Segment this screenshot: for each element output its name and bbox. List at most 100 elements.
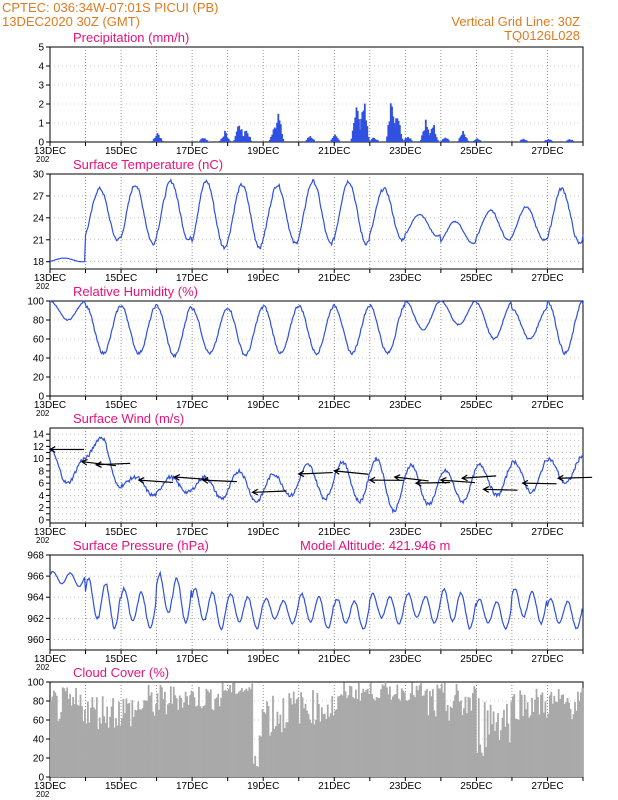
- precip-bar: [440, 140, 443, 142]
- x-tick-label: 19DEC: [247, 273, 279, 284]
- y-tick-label: 968: [27, 551, 44, 562]
- cloud-bar: [440, 683, 443, 777]
- cloud-bar: [430, 696, 433, 777]
- cloud-bar: [232, 682, 234, 777]
- x-tick-label: 27DEC: [531, 273, 563, 284]
- cloud-bar: [270, 731, 273, 777]
- y-tick-label: 2: [38, 503, 44, 514]
- cloud-bar: [67, 698, 70, 777]
- cloud-bar: [580, 692, 582, 777]
- cloud-bar: [392, 696, 394, 777]
- precip-bar: [227, 138, 230, 142]
- precip-bar: [430, 128, 433, 142]
- wind-arrow-head: [48, 446, 56, 453]
- precip-bar: [160, 138, 163, 142]
- precip-bar: [204, 138, 206, 142]
- precip-bar: [220, 138, 223, 142]
- cloud-bar: [375, 696, 378, 777]
- wind-arrow-head: [137, 477, 145, 484]
- cloud-bar: [143, 700, 146, 777]
- cloud-bar: [198, 686, 200, 777]
- precip-bar: [472, 140, 475, 142]
- precip-bar: [387, 124, 390, 142]
- cloud-bar: [220, 697, 223, 777]
- precip-bar: [245, 130, 248, 142]
- cloud-bar: [78, 705, 80, 777]
- y-tick-label: 4: [38, 491, 44, 502]
- cloud-bar: [349, 685, 351, 777]
- wind-arrow-shaft: [394, 476, 429, 482]
- cloud-bar: [439, 689, 442, 777]
- cloud-bar: [166, 704, 169, 777]
- cloud-bar: [461, 715, 464, 777]
- x-tick-label: 21DEC: [318, 527, 350, 538]
- cloud-bar: [540, 694, 542, 777]
- panel-pres: [46, 554, 584, 654]
- cloud-bar: [334, 710, 337, 777]
- cloud-bar: [128, 702, 131, 777]
- cloud-bar: [165, 714, 168, 777]
- precip-bar: [278, 120, 281, 142]
- x-tick-label: 27DEC: [531, 781, 563, 792]
- precip-bar: [392, 129, 395, 142]
- cloud-bar: [57, 721, 60, 777]
- cloud-bar: [479, 744, 482, 777]
- year-label: 202: [36, 409, 50, 418]
- precip-bar: [409, 138, 412, 142]
- cloud-bar: [575, 710, 578, 777]
- precip-bar: [229, 140, 231, 142]
- cloud-bar: [289, 698, 292, 777]
- x-tick-label: 21DEC: [318, 400, 350, 411]
- cloud-bar: [405, 700, 408, 777]
- cloud-bar: [446, 704, 449, 777]
- cloud-bar: [337, 696, 340, 777]
- cloud-bar: [346, 698, 348, 777]
- cloud-bar: [415, 685, 418, 777]
- precip-bar: [201, 138, 204, 142]
- cloud-bar: [494, 730, 496, 777]
- precip-bar: [282, 138, 285, 142]
- x-tick-label: 25DEC: [460, 400, 492, 411]
- cloud-bar: [471, 693, 474, 777]
- cloud-bar: [528, 717, 530, 777]
- cloud-bar: [205, 688, 208, 777]
- precip-bar: [427, 139, 429, 142]
- cloud-bar: [132, 716, 135, 777]
- panel-precip: [46, 46, 584, 146]
- cloud-bar: [328, 716, 331, 777]
- wind-arrow-shaft: [96, 462, 131, 466]
- cloud-bar: [150, 692, 153, 777]
- precip-bar: [386, 136, 388, 142]
- x-tick-label: 19DEC: [247, 781, 279, 792]
- cloud-bar: [457, 690, 459, 777]
- cloud-bar: [252, 763, 255, 777]
- y-tick-label: 4: [38, 62, 44, 73]
- y-tick-label: 20: [33, 754, 45, 765]
- wind-arrow-head: [393, 474, 401, 481]
- y-tick-label: 0: [38, 138, 44, 149]
- cloud-bar: [168, 703, 171, 777]
- cloud-bar: [568, 702, 570, 777]
- precip-bar: [525, 140, 527, 142]
- cloud-bar: [357, 682, 360, 777]
- cloud-bar: [122, 698, 125, 777]
- cloud-bar: [437, 688, 440, 777]
- cloud-bar: [121, 718, 123, 777]
- cloud-bar: [560, 695, 563, 777]
- precip-bar: [226, 137, 229, 142]
- precip-bar: [221, 137, 224, 142]
- panel-rh: [46, 299, 584, 400]
- precip-bar: [445, 138, 448, 142]
- precip-bar: [410, 140, 413, 142]
- y-tick-label: 1: [38, 119, 44, 130]
- y-tick-label: 2: [38, 100, 44, 111]
- cloud-bar: [94, 709, 97, 777]
- precip-bar: [570, 140, 572, 142]
- precip-bar: [475, 139, 477, 142]
- y-tick-label: 30: [33, 170, 45, 181]
- cloud-bar: [135, 710, 138, 777]
- cloud-bar: [356, 698, 359, 777]
- cloud-bar: [161, 687, 163, 777]
- pres-line: [49, 570, 584, 631]
- cloud-bar: [466, 713, 468, 777]
